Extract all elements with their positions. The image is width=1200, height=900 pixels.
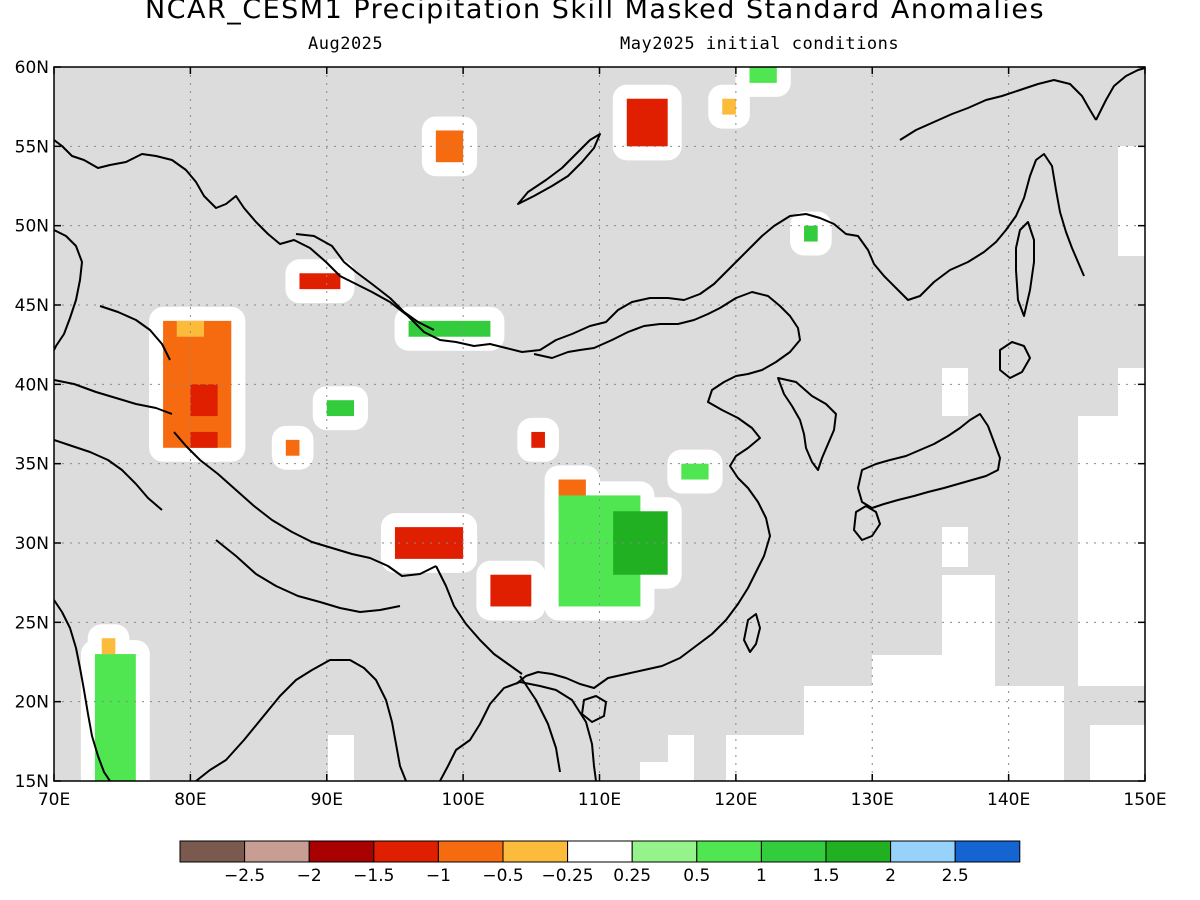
colorbar-label: −0.5 [482, 866, 523, 886]
anomaly-cell [490, 574, 532, 607]
anomaly-cell [804, 225, 818, 242]
anomaly-cell [190, 431, 218, 448]
japan-hokkaido-coastline [999, 341, 1031, 379]
colorbar-swatch [308, 840, 375, 863]
lat-tick-label: 35N [15, 455, 49, 475]
axis-ticks: 70E 80E 90E 100E 110E 120E 130E 140E 150E 15N 20N 2… [15, 58, 1167, 810]
himalaya-border [215, 539, 401, 613]
anomaly-cell [163, 320, 232, 448]
lon-tick-label: 90E [311, 790, 343, 810]
eurasia-coastline [54, 139, 1085, 353]
lon-tick-label: 100E [442, 790, 485, 810]
colorbar-swatch [890, 840, 956, 863]
taiwan-coastline [743, 613, 761, 653]
colorbar-label: −2 [297, 866, 322, 886]
lon-tick-label: 70E [38, 790, 70, 810]
colorbar-swatch [502, 840, 569, 863]
okhotsk-coastline [899, 79, 1097, 141]
lat-tick-label: 40N [15, 375, 49, 395]
lat-tick-label: 55N [15, 137, 49, 157]
anomaly-cell [408, 320, 491, 337]
anomaly-cell [326, 400, 355, 417]
forecast-month: Aug2025 [308, 34, 384, 54]
india-coastline [54, 599, 111, 781]
baikal-lake [517, 133, 601, 205]
anomaly-cell [626, 98, 668, 147]
colorbar-label: 1 [756, 866, 767, 886]
colorbar-label: 0.5 [683, 866, 710, 886]
lon-tick-label: 120E [714, 790, 757, 810]
colorbar-swatch [244, 840, 310, 863]
colorbar-label: −1 [426, 866, 451, 886]
colorbar-swatch [179, 840, 246, 863]
anomaly-cell [101, 638, 116, 655]
anomaly-cell [681, 463, 709, 480]
anomaly-cell [190, 384, 218, 417]
anomaly-cell [285, 439, 300, 456]
lat-tick-label: 20N [15, 693, 49, 713]
lat-tick-label: 60N [15, 58, 49, 78]
china-coastline [515, 291, 801, 689]
southeast-asia-borders [435, 565, 561, 773]
china-india-border [173, 431, 437, 577]
korea-coastline [777, 377, 837, 471]
anomaly-cell [299, 273, 341, 290]
colorbar-swatch [437, 840, 504, 863]
colorbar-label: 2 [885, 866, 896, 886]
bay-of-bengal-coastline [195, 659, 407, 781]
anomaly-cell [722, 98, 736, 115]
colorbar-swatch [760, 840, 827, 863]
anomaly-cell [176, 320, 205, 337]
plot-area [54, 67, 1145, 781]
lon-tick-label: 80E [174, 790, 206, 810]
colorbar-label: 2.5 [942, 866, 969, 886]
colorbar-label: −0.25 [542, 866, 594, 886]
anomaly-cell [749, 67, 777, 83]
colorbar-swatch [954, 840, 1021, 863]
japan-honshu-coastline [857, 413, 1001, 509]
anomaly-cell [531, 431, 545, 448]
lat-tick-label: 30N [15, 534, 49, 554]
lon-tick-label: 110E [578, 790, 621, 810]
colorbar-swatch [567, 840, 633, 863]
central-asia-borders [54, 305, 173, 511]
sakhalin-coastline [1015, 221, 1035, 317]
caspian-coastline [54, 229, 83, 351]
anomaly-cell [613, 511, 668, 575]
initial-conditions: May2025 initial conditions [620, 34, 900, 54]
colorbar-swatch [696, 840, 762, 863]
lat-tick-label: 50N [15, 217, 49, 237]
anomaly-cell [435, 130, 464, 163]
lat-tick-label: 15N [15, 772, 49, 792]
colorbar-label: −1.5 [353, 866, 394, 886]
lon-tick-label: 130E [851, 790, 894, 810]
lat-tick-label: 45N [15, 296, 49, 316]
grid-lines [54, 67, 1145, 781]
colorbar-label: 0.25 [613, 866, 651, 886]
anomaly-cell [394, 527, 464, 559]
colorbar: −2.5 −2 −1.5 −1 −0.5 −0.25 0.25 0.5 1 1.5 2 2.5 [179, 840, 1021, 886]
colorbar-swatch [631, 840, 698, 863]
kamchatka-coastline [1095, 67, 1145, 121]
anomaly-cell [94, 654, 136, 781]
colorbar-label: −2.5 [224, 866, 265, 886]
colorbar-swatch [373, 840, 439, 863]
coastlines-and-borders [54, 67, 1145, 781]
lon-tick-label: 150E [1123, 790, 1166, 810]
lon-tick-label: 140E [987, 790, 1030, 810]
colorbar-swatch [825, 840, 892, 863]
colorbar-label: 1.5 [812, 866, 839, 886]
map-title: NCAR_CESM1 Precipitation Skill Masked St… [144, 0, 1046, 25]
indochina-coastline [439, 681, 597, 781]
mongolia-border [295, 233, 435, 331]
lat-tick-label: 25N [15, 613, 49, 633]
japan-kyushu-coastline [853, 505, 881, 541]
